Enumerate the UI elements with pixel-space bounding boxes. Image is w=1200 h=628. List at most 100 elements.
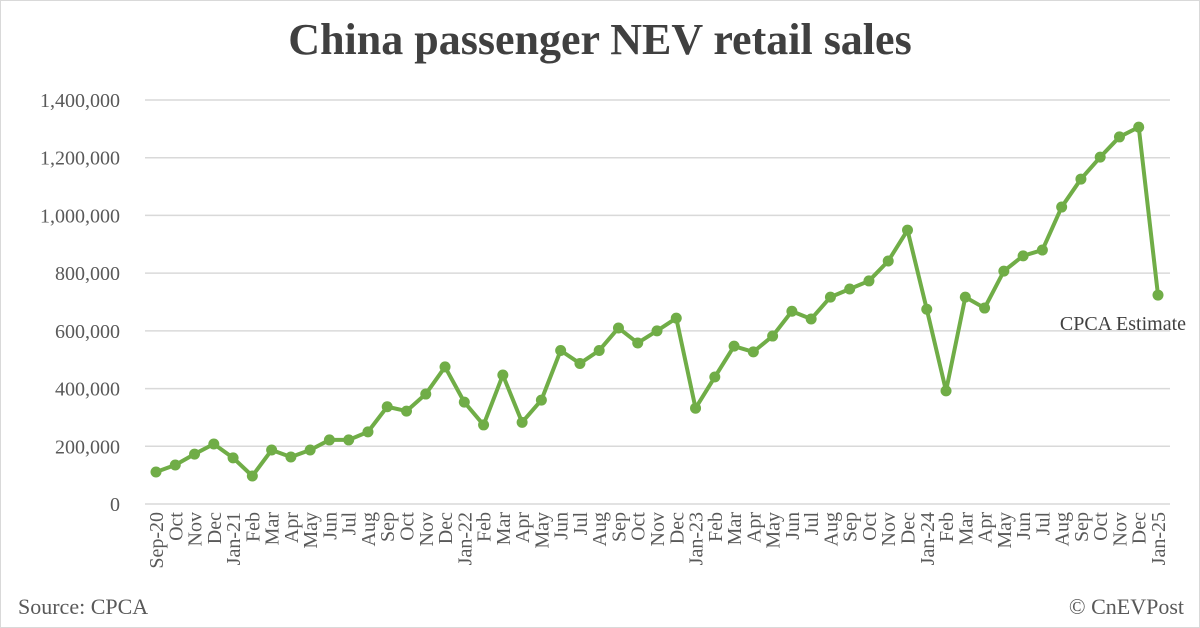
x-tick-label: Jan-22 (454, 512, 476, 565)
x-tick-label: Mar (262, 512, 284, 546)
data-point (497, 369, 509, 381)
data-point (709, 371, 721, 383)
x-tick-label: Dec (435, 512, 457, 544)
x-tick-label: Oct (628, 512, 650, 541)
data-point (1094, 151, 1106, 163)
data-point (574, 357, 586, 369)
data-point (401, 405, 412, 417)
x-tick-label: Aug (1052, 512, 1074, 546)
y-tick-label: 1,400,000 (40, 90, 120, 112)
x-tick-label: Nov (878, 512, 900, 546)
data-point (959, 291, 971, 303)
x-tick-label: Aug (820, 512, 842, 546)
x-tick-label: Sep (840, 512, 862, 542)
data-point (921, 303, 933, 315)
data-point (150, 466, 162, 478)
y-tick-label: 1,200,000 (40, 148, 120, 170)
x-tick-label: Apr (975, 512, 997, 543)
x-tick-label: Jul (570, 512, 592, 536)
x-tick-label: May (763, 512, 785, 549)
x-tick-label: Feb (936, 512, 958, 542)
x-tick-label: Nov (416, 512, 438, 546)
data-point (670, 312, 682, 324)
x-tick-label: May (300, 512, 322, 549)
x-tick-label: Jan-23 (686, 512, 708, 565)
x-tick-label: May (531, 512, 553, 549)
x-tick-label: Aug (358, 512, 380, 546)
data-point (593, 344, 605, 356)
data-point (882, 255, 894, 267)
x-tick-label: Apr (743, 512, 765, 543)
x-tick-label: Jan-25 (1148, 512, 1170, 565)
data-point (227, 452, 239, 464)
x-tick-label: May (994, 512, 1016, 549)
x-tick-label: Feb (705, 512, 727, 542)
data-point (805, 313, 817, 325)
data-point (189, 448, 201, 460)
data-point (381, 401, 393, 413)
data-point (1152, 289, 1164, 301)
x-tick-label: Dec (898, 512, 920, 544)
data-point (1113, 131, 1125, 143)
x-tick-label: Oct (1090, 512, 1112, 541)
x-tick-label: Nov (185, 512, 207, 546)
data-point (478, 419, 490, 431)
x-tick-label: Jan-24 (917, 512, 939, 565)
data-point (747, 346, 759, 358)
y-tick-label: 1,000,000 (40, 205, 120, 227)
x-tick-label: Oct (859, 512, 881, 541)
data-point (612, 322, 624, 334)
y-tick-label: 800,000 (55, 263, 120, 285)
data-point (362, 426, 374, 438)
x-tick-label: Sep (608, 512, 630, 542)
x-tick-label: Sep-20 (146, 512, 168, 569)
data-point (458, 396, 470, 408)
x-tick-label: Sep (1071, 512, 1093, 542)
annotation-cpca-estimate: CPCA Estimate (1060, 313, 1186, 335)
data-point (690, 402, 702, 414)
x-tick-label: Apr (512, 512, 534, 543)
x-tick-label: Jul (1032, 512, 1054, 536)
x-tick-label: Dec (1129, 512, 1151, 544)
data-point (420, 388, 432, 400)
series-line (155, 125, 1160, 479)
x-tick-label: Nov (1109, 512, 1131, 546)
y-tick-label: 0 (110, 494, 120, 516)
x-tick-label: Jul (339, 512, 361, 536)
data-point (516, 416, 528, 428)
x-tick-label: Jun (1013, 512, 1035, 540)
x-tick-label: Jun (551, 512, 573, 540)
x-tick-label: Dec (204, 512, 226, 544)
data-point (940, 385, 952, 397)
data-point (786, 305, 798, 317)
y-tick-label: 600,000 (55, 321, 120, 343)
x-tick-label: Jun (319, 512, 341, 540)
data-point (651, 325, 663, 337)
chart-title: China passenger NEV retail sales (288, 15, 912, 64)
x-tick-label: Oct (165, 512, 187, 541)
data-point (535, 394, 547, 406)
data-point (1056, 201, 1068, 213)
data-point (285, 451, 297, 463)
data-point (208, 438, 220, 450)
copyright-label: © CnEVPost (1068, 594, 1184, 619)
x-tick-label: Feb (242, 512, 264, 542)
data-point (728, 340, 740, 352)
x-tick-label: Nov (647, 512, 669, 546)
data-point (246, 470, 258, 482)
x-tick-label: Oct (397, 512, 419, 541)
source-label: Source: CPCA (18, 594, 149, 619)
x-tick-label: Mar (955, 512, 977, 546)
data-point (266, 444, 278, 456)
data-point (824, 291, 836, 303)
data-point (304, 444, 316, 456)
data-point (1133, 121, 1145, 133)
data-point (863, 275, 875, 287)
data-point (979, 302, 991, 314)
x-tick-label: Mar (493, 512, 515, 546)
x-tick-label: Jun (782, 512, 804, 540)
data-point (439, 361, 451, 373)
data-point (555, 344, 567, 356)
x-tick-label: Dec (666, 512, 688, 544)
